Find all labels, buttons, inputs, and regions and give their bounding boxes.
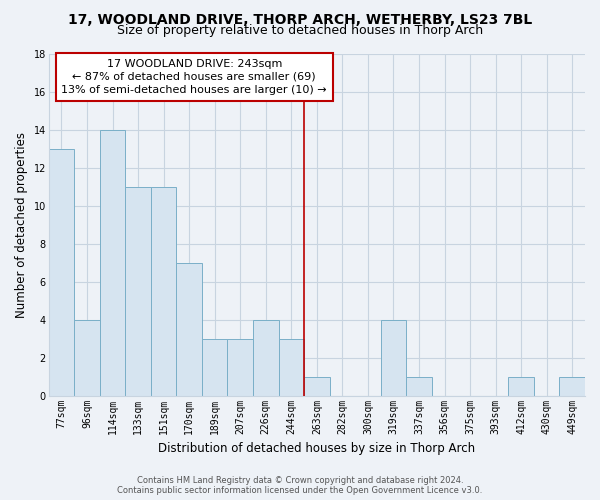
Bar — [559, 376, 585, 396]
Bar — [176, 263, 202, 396]
Text: Contains HM Land Registry data © Crown copyright and database right 2024.
Contai: Contains HM Land Registry data © Crown c… — [118, 476, 482, 495]
Bar — [125, 187, 151, 396]
Bar — [151, 187, 176, 396]
Bar — [49, 149, 74, 396]
Text: Size of property relative to detached houses in Thorp Arch: Size of property relative to detached ho… — [117, 24, 483, 37]
Bar — [278, 338, 304, 396]
Bar — [227, 338, 253, 396]
Text: 17 WOODLAND DRIVE: 243sqm
← 87% of detached houses are smaller (69)
13% of semi-: 17 WOODLAND DRIVE: 243sqm ← 87% of detac… — [61, 58, 327, 95]
Bar — [508, 376, 534, 396]
Bar — [380, 320, 406, 396]
Bar — [304, 376, 329, 396]
Bar — [253, 320, 278, 396]
X-axis label: Distribution of detached houses by size in Thorp Arch: Distribution of detached houses by size … — [158, 442, 475, 455]
Text: 17, WOODLAND DRIVE, THORP ARCH, WETHERBY, LS23 7BL: 17, WOODLAND DRIVE, THORP ARCH, WETHERBY… — [68, 12, 532, 26]
Bar — [202, 338, 227, 396]
Bar — [74, 320, 100, 396]
Bar — [100, 130, 125, 396]
Y-axis label: Number of detached properties: Number of detached properties — [15, 132, 28, 318]
Bar — [406, 376, 432, 396]
